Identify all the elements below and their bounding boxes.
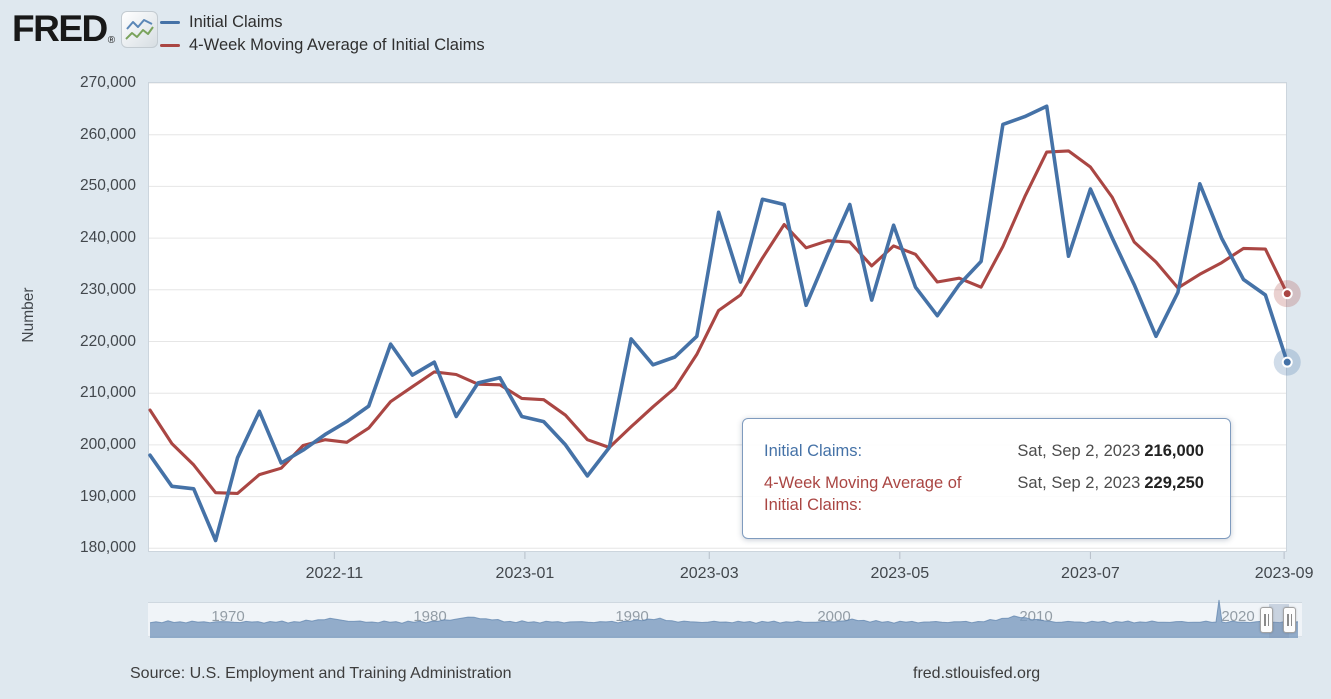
tooltip-row-moving-average: 4-Week Moving Average of Initial Claims:… [764, 472, 1204, 516]
initial-claims-marker [1283, 358, 1292, 367]
y-axis: 270,000 260,000 250,000 240,000 230,000 220,0… [0, 70, 138, 570]
registered-trademark: ® [108, 35, 115, 46]
y-tick-label: 200,000 [16, 435, 136, 455]
slider-history-band [150, 600, 1298, 638]
moving-average-swatch [160, 44, 180, 48]
tooltip-series-label: 4-Week Moving Average of Initial Claims: [764, 472, 1001, 516]
slider-handle-left[interactable] [1260, 607, 1273, 633]
chart-legend: Initial Claims 4-Week Moving Average of … [160, 12, 485, 58]
initial-claims-swatch [160, 21, 180, 25]
fred-sparkline-icon [121, 11, 158, 48]
x-tick-label: 2023-01 [480, 565, 570, 583]
date-range-slider[interactable]: 197019801990200020102020 [148, 602, 1302, 637]
y-tick-label: 240,000 [16, 228, 136, 248]
x-tick-label: 2023-09 [1239, 565, 1329, 583]
x-tick-label: 2022-11 [289, 565, 379, 583]
tooltip-row-initial-claims: Initial Claims: Sat, Sep 2, 2023216,000 [764, 440, 1204, 462]
legend-item-initial-claims[interactable]: Initial Claims [160, 12, 485, 33]
slider-handle-right[interactable] [1283, 607, 1296, 633]
tooltip-series-label: Initial Claims: [764, 440, 1001, 462]
fred-logo[interactable]: FRED ® [12, 8, 158, 50]
chart-tooltip: Initial Claims: Sat, Sep 2, 2023216,000 … [742, 418, 1231, 539]
y-tick-label: 190,000 [16, 487, 136, 507]
legend-label: Initial Claims [189, 13, 283, 32]
tooltip-observation: Sat, Sep 2, 2023229,250 [1001, 472, 1204, 516]
y-tick-label: 180,000 [16, 538, 136, 558]
x-tick-label: 2023-03 [664, 565, 754, 583]
y-tick-label: 230,000 [16, 280, 136, 300]
y-tick-label: 260,000 [16, 125, 136, 145]
source-note: Source: U.S. Employment and Training Adm… [130, 665, 512, 683]
moving-average-marker [1283, 289, 1292, 298]
tooltip-observation: Sat, Sep 2, 2023216,000 [1001, 440, 1204, 462]
fred-site-link[interactable]: fred.stlouisfed.org [913, 665, 1040, 683]
x-tick-label: 2023-05 [855, 565, 945, 583]
y-tick-label: 210,000 [16, 383, 136, 403]
legend-label: 4-Week Moving Average of Initial Claims [189, 36, 485, 55]
slider-history-line [150, 600, 1298, 623]
fred-logo-text: FRED [12, 8, 107, 50]
x-axis: 2022-11 2023-01 2023-03 2023-05 2023-07 2023-… [148, 565, 1331, 587]
y-tick-label: 250,000 [16, 176, 136, 196]
slider-mini-chart[interactable] [148, 600, 1302, 641]
x-tick-label: 2023-07 [1045, 565, 1135, 583]
y-tick-label: 220,000 [16, 332, 136, 352]
y-tick-label: 270,000 [16, 73, 136, 93]
legend-item-moving-average[interactable]: 4-Week Moving Average of Initial Claims [160, 35, 485, 56]
